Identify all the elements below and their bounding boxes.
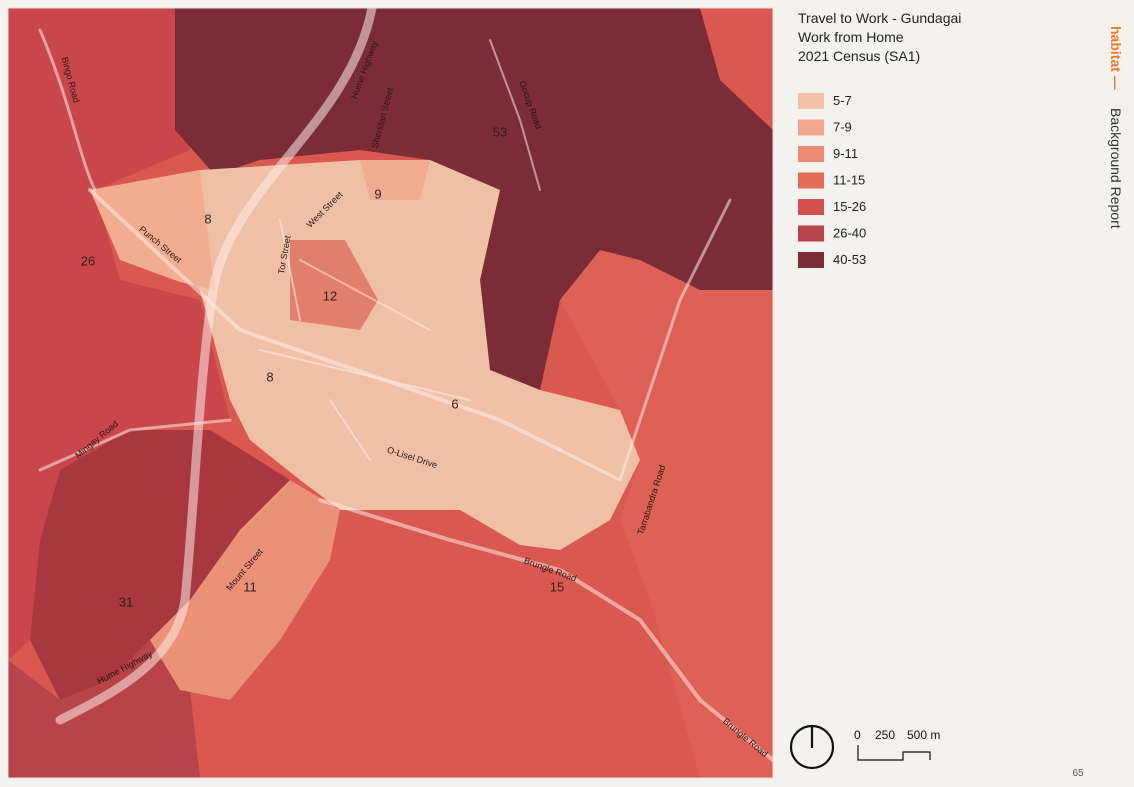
sidebar-brand: habitat — (1108, 26, 1124, 90)
legend-label: 15-26 (833, 199, 866, 214)
legend-swatch (798, 119, 824, 136)
region-core (90, 160, 640, 550)
road (88, 188, 562, 452)
region-label: 9 (374, 186, 381, 201)
legend-swatch (798, 199, 824, 215)
scale-bar: 0 250 500 m (854, 728, 940, 761)
legend-swatch (798, 93, 824, 109)
legend-items: 5-7 7-9 9-11 11-15 15-26 26-40 40-53 (798, 93, 866, 268)
region-label: 11 (243, 579, 257, 594)
region-label: 26 (81, 253, 95, 268)
legend-swatch (798, 252, 824, 268)
legend-label: 26-40 (833, 226, 866, 241)
legend-title: Travel to Work - Gundagai (798, 10, 961, 26)
map (8, 8, 773, 778)
region-label: 6 (451, 396, 458, 411)
legend: Travel to Work - Gundagai Work from Home… (798, 10, 961, 268)
sidebar-title: Background Report (1108, 108, 1124, 229)
region-label: 12 (323, 288, 337, 303)
region-southwest (8, 640, 200, 778)
scale-label: 250 (875, 728, 895, 742)
region-label: 8 (204, 211, 211, 226)
region-9 (360, 160, 430, 200)
scale-bar-line (857, 745, 931, 761)
legend-label: 40-53 (833, 252, 866, 267)
road (318, 498, 773, 762)
region-8 (90, 170, 215, 290)
road (489, 39, 541, 191)
legend-label: 11-15 (833, 173, 865, 188)
region-label: 15 (550, 579, 564, 594)
region-26 (8, 8, 230, 660)
region-east (560, 250, 773, 778)
scale-label: 0 (854, 728, 861, 742)
legend-title: 2021 Census (SA1) (798, 48, 920, 64)
road (38, 418, 232, 472)
region-label: 8 (266, 369, 273, 384)
north-arrow (789, 724, 835, 770)
region-labels: 53 9 8 26 12 8 6 31 11 15 (81, 124, 564, 609)
road (259, 219, 471, 461)
legend-label: 5-7 (833, 93, 852, 108)
region-label: 53 (493, 124, 507, 139)
road (38, 28, 97, 192)
road (558, 198, 732, 482)
legend-label: 9-11 (833, 146, 858, 161)
scale-label: 500 m (907, 728, 940, 742)
legend-label: 7-9 (833, 120, 852, 135)
region-11 (150, 480, 340, 700)
legend-title: Work from Home (798, 29, 904, 45)
region-label: 31 (119, 594, 133, 609)
region-12 (290, 240, 378, 330)
legend-swatch (798, 146, 824, 162)
legend-swatch (798, 225, 824, 242)
page-number: 65 (1072, 768, 1084, 779)
map-frame (7, 7, 774, 779)
legend-swatch (798, 172, 824, 189)
road (55, 8, 377, 725)
region-31 (30, 430, 290, 700)
